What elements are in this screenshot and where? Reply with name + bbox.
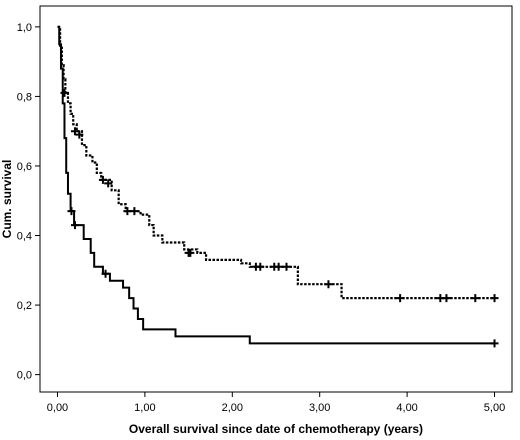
plot-frame: [39, 5, 513, 393]
series-layer: [57, 25, 499, 348]
censor-mark: [396, 294, 405, 303]
censor-mark: [70, 221, 79, 230]
censor-mark: [490, 294, 499, 303]
censor-mark: [67, 207, 76, 216]
survival-curve-solid: [57, 25, 499, 348]
censor-mark: [98, 175, 107, 184]
y-tick-label: 0,8: [17, 91, 32, 103]
censor-mark: [324, 280, 333, 289]
y-tick-label: 0,0: [17, 370, 32, 382]
x-tick-label: 1,00: [134, 402, 155, 414]
x-axis-title: Overall survival since date of chemother…: [129, 422, 423, 436]
y-tick-label: 0,6: [17, 161, 32, 173]
censor-mark: [130, 207, 139, 216]
censor-mark: [442, 294, 451, 303]
y-axis: 0,0 0,2 0,4 0,6 0,8 1,0: [17, 22, 40, 382]
censor-mark: [104, 179, 113, 188]
survival-step-line: [57, 25, 495, 345]
censor-mark: [471, 294, 480, 303]
censor-mark: [75, 130, 84, 139]
y-axis-title: Cum. survival: [0, 160, 14, 239]
x-axis: 0,00 1,00 2,00 3,00 4,00 5,00: [47, 392, 505, 414]
censor-mark: [70, 127, 79, 136]
censor-mark: [274, 262, 283, 271]
y-tick-label: 0,2: [17, 300, 32, 312]
censor-mark: [282, 262, 291, 271]
y-tick-label: 0,4: [17, 231, 32, 243]
censor-mark: [186, 248, 195, 257]
survival-curve-dotted: [57, 25, 499, 303]
x-tick-label: 0,00: [47, 402, 68, 414]
y-tick-label: 1,0: [17, 22, 32, 34]
survival-step-line: [57, 25, 495, 300]
censor-mark: [490, 339, 499, 348]
x-tick-label: 3,00: [309, 402, 330, 414]
censor-mark: [101, 269, 110, 278]
censor-mark: [256, 262, 265, 271]
x-tick-label: 2,00: [222, 402, 243, 414]
censor-mark: [123, 207, 132, 216]
x-tick-label: 4,00: [396, 402, 417, 414]
x-tick-label: 5,00: [484, 402, 505, 414]
